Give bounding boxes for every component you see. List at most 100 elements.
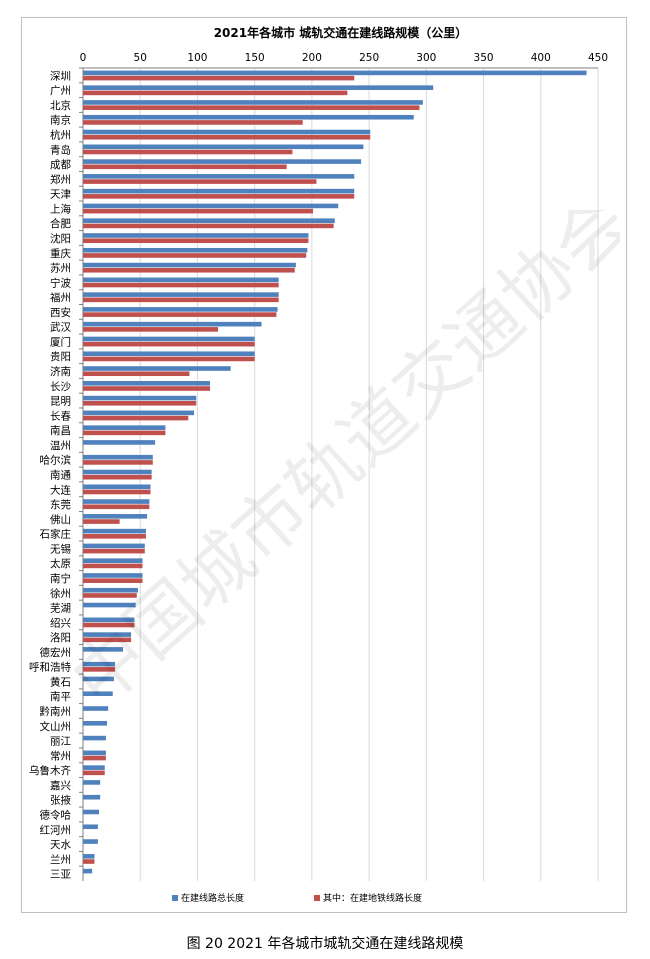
bar-total: [83, 114, 414, 120]
bar-metro: [83, 282, 279, 288]
category-label: 常州: [50, 749, 71, 762]
bar-total: [83, 765, 105, 770]
x-tick-label: 150: [245, 52, 265, 64]
bar-metro: [83, 489, 151, 495]
bar-total: [83, 839, 98, 844]
x-tick-label: 300: [416, 52, 436, 64]
category-label: 福州: [50, 291, 71, 304]
bar-total: [83, 868, 93, 874]
bar-metro: [83, 105, 420, 110]
bar-metro: [83, 548, 145, 554]
bar-total: [83, 203, 339, 209]
category-label: 昆明: [50, 396, 71, 408]
bar-total: [83, 425, 166, 430]
category-label: 长沙: [50, 381, 71, 393]
category-label: 乌鲁木齐: [29, 764, 71, 777]
category-label: 呼和浩特: [29, 662, 71, 674]
legend-swatch-total: [172, 895, 178, 901]
bar-metro: [83, 755, 106, 761]
category-label: 温州: [50, 440, 71, 452]
category-label: 太原: [50, 557, 71, 570]
category-label: 厦门: [50, 335, 71, 348]
bar-metro: [83, 149, 293, 155]
bar-total: [83, 499, 150, 504]
category-label: 长春: [50, 410, 71, 422]
bar-total: [83, 440, 156, 445]
bar-metro: [83, 312, 277, 317]
bar-total: [83, 854, 95, 859]
bar-total: [83, 617, 135, 623]
bar-total: [83, 144, 364, 150]
bar-total: [83, 262, 296, 268]
bar-chart: 2021年各城市 城轨交通在建线路规模（公里） 0 50 100 150 200 250 30…: [29, 25, 608, 904]
bar-total: [83, 543, 145, 549]
bar-metro: [83, 534, 146, 539]
bar-metro: [83, 179, 317, 184]
category-label: 青岛: [50, 143, 71, 156]
bar-total: [83, 454, 153, 460]
bar-metro: [83, 859, 95, 864]
bar-metro: [83, 208, 314, 214]
x-tick-label: 0: [80, 52, 87, 64]
bar-metro: [83, 667, 116, 672]
bar-total: [83, 632, 132, 637]
bar-metro: [83, 253, 307, 258]
category-label: 南京: [50, 114, 71, 127]
bar-metro: [83, 430, 166, 436]
category-label: 西安: [50, 306, 71, 319]
category-label: 无锡: [50, 542, 71, 555]
bar-total: [83, 292, 279, 297]
category-label: 武汉: [50, 321, 71, 334]
bar-total: [83, 706, 109, 711]
category-label: 成都: [50, 159, 71, 171]
category-label: 宁波: [50, 276, 71, 289]
bar-metro: [83, 622, 135, 628]
bar-total: [83, 587, 138, 593]
category-label: 石家庄: [40, 528, 72, 541]
category-label: 深圳: [50, 70, 71, 82]
bar-total: [83, 336, 255, 342]
category-label: 丽江: [50, 736, 71, 748]
bar-total: [83, 676, 114, 682]
bar-total: [83, 70, 587, 76]
category-label: 德宏州: [40, 646, 72, 659]
chart-title: 2021年各城市 城轨交通在建线路规模（公里）: [214, 25, 468, 40]
bar-total: [83, 321, 262, 327]
bar-metro: [83, 474, 152, 480]
category-label: 大连: [50, 483, 71, 496]
bar-total: [83, 809, 100, 815]
category-label: 合肥: [50, 217, 71, 230]
category-label: 哈尔滨: [40, 454, 72, 467]
bar-metro: [83, 194, 355, 199]
bar-total: [83, 129, 371, 135]
category-label: 黄石: [50, 675, 71, 688]
category-label: 南通: [50, 469, 71, 482]
category-label: 绍兴: [50, 616, 71, 629]
bar-total: [83, 218, 335, 224]
category-label: 贵阳: [50, 350, 71, 363]
bar-total: [83, 735, 106, 741]
category-label: 三亚: [50, 869, 71, 881]
category-label: 芜湖: [50, 602, 71, 615]
bar-metro: [83, 593, 137, 598]
category-label: 佛山: [50, 513, 71, 526]
chart-frame: [21, 17, 627, 913]
bar-total: [83, 410, 195, 416]
x-tick-label: 450: [588, 52, 608, 64]
bar-total: [83, 720, 108, 726]
bar-metro: [83, 341, 255, 347]
x-tick-label: 400: [531, 52, 551, 64]
category-label: 嘉兴: [50, 779, 71, 792]
x-tick-label: 250: [359, 52, 379, 64]
bar-total: [83, 573, 143, 578]
bar-metro: [83, 400, 197, 406]
bar-metro: [83, 770, 105, 776]
category-label: 郑州: [50, 173, 71, 186]
category-label: 洛阳: [50, 631, 71, 644]
category-label: 黔南州: [40, 705, 72, 718]
x-tick-label: 200: [302, 52, 322, 64]
bar-total: [83, 351, 255, 357]
bar-total: [83, 159, 362, 164]
bar-total: [83, 100, 423, 105]
category-label: 上海: [50, 202, 71, 215]
